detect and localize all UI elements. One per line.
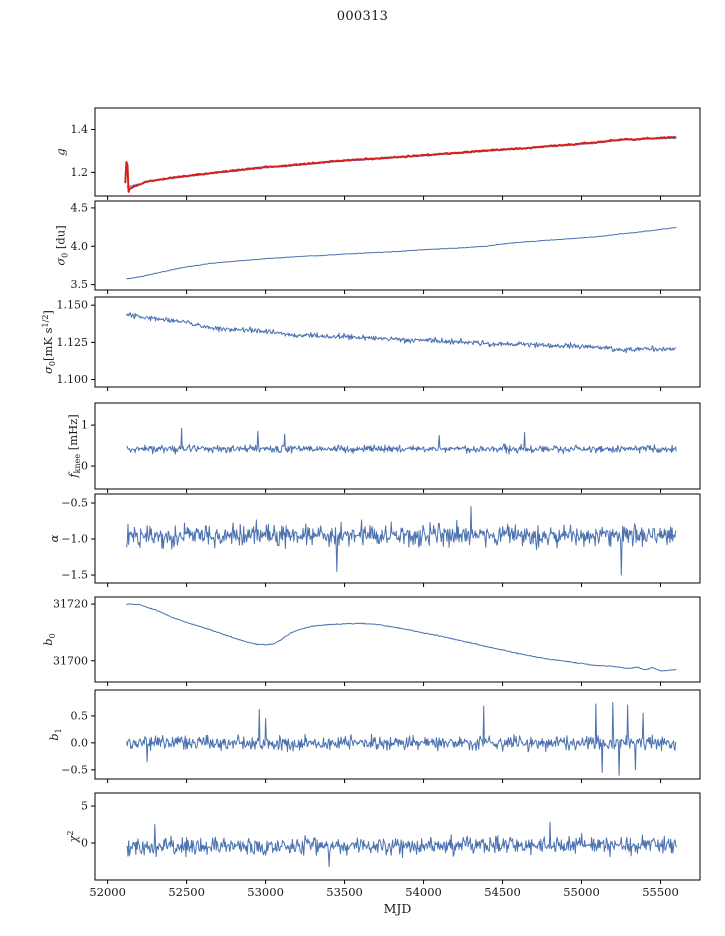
subplot-b0: 31700 31720 b0 [41,596,701,686]
y-axis-label: b0 [41,633,57,645]
x-tick-label: 52500 [168,885,205,899]
y-tick-label: −1.5 [61,569,88,582]
y-tick-label: 31720 [53,598,88,611]
y-axis-label: χ2 [66,830,80,843]
y-tick-label: 1.125 [57,336,89,349]
x-tick-label: 55000 [563,885,600,899]
y-tick-label: 0.5 [71,709,89,722]
y-tick-label: 1.2 [71,166,89,179]
y-axis-label: b1 [47,728,63,740]
y-tick-label: 3.5 [71,278,89,291]
y-tick-label: −1.0 [61,533,88,546]
series-b0 [126,603,677,672]
y-tick-label: 4.0 [71,240,89,253]
x-axis-label: MJD [383,901,412,916]
axes-frame [94,596,701,683]
x-tick-label: 55500 [642,885,679,899]
y-tick-label: 0 [81,460,88,473]
x-tick-label: 52000 [89,885,126,899]
series-group [126,701,677,776]
series-group [126,506,677,576]
series-sigma0-mks [126,312,677,354]
axes-frame [94,107,701,197]
axes-frame [94,296,701,388]
x-tick-label: 53000 [247,885,284,899]
y-axis-label: fknee [mHz] [66,414,82,478]
y-axis-label: g [53,148,67,155]
y-axis-label: σ0 [du] [53,225,69,265]
y-tick-label: 1 [81,419,88,432]
axes-frame [94,689,701,780]
axes-frame [94,493,701,584]
y-tick-label: 5 [81,800,88,813]
y-tick-label: 31700 [53,654,88,667]
subplot-chi2: 0 5 χ2 52000 52500 53000 53500 54000 54500 55000 5… [66,792,701,899]
axes-frame [94,200,701,291]
y-tick-label: 4.5 [71,201,89,214]
series-g-gain-raw [124,136,677,193]
axes-frame [94,792,701,881]
series-fknee [126,427,677,455]
series-b1 [126,701,677,776]
axes-frame [94,402,701,490]
y-tick-label: −0.5 [61,497,88,510]
y-tick-label: 0 [81,837,88,850]
y-tick-label: 0.0 [71,736,89,749]
subplot-alpha: −1.5 −1.0 −0.5 α [47,493,701,587]
y-axis-label: α [47,534,61,542]
y-tick-label: 1.150 [57,299,89,312]
series-chi2 [126,821,677,868]
series-sigma0-du [126,226,677,280]
y-tick-label: 1.100 [57,373,89,386]
x-tick-label: 54500 [484,885,521,899]
subplot-sigma0-du: 3.5 4.0 4.5σ0 [du] [53,200,701,294]
subplot-g: 1.2 1.4 g [53,107,701,200]
series-alpha [126,506,677,576]
x-tick-label: 53500 [326,885,363,899]
subplot-b1: −0.5 0.0 0.5 b1 [47,689,701,783]
figure-title: 000313 [336,9,389,24]
y-tick-label: 1.4 [71,123,89,136]
y-axis-label: σ0[mK s1/2] [41,310,57,374]
series-group [126,312,677,354]
x-tick-label: 54000 [405,885,442,899]
series-group [126,821,677,868]
series-g-gain-fit [126,137,677,188]
series-group [126,427,677,455]
y-tick-label: −0.5 [61,763,88,776]
series-group [124,136,677,193]
series-group [126,603,677,672]
series-group [126,226,677,280]
